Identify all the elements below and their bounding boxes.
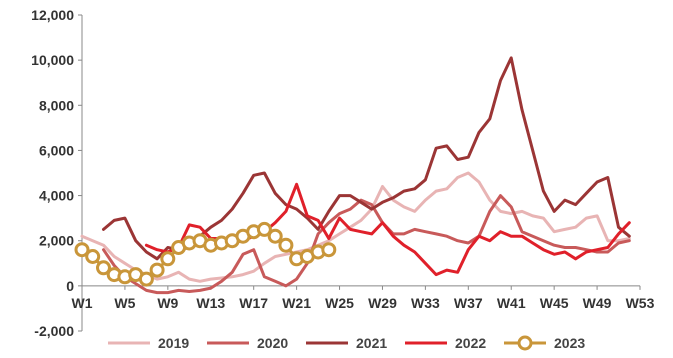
legend-label-2019: 2019 [158, 335, 189, 351]
legend-label-2020: 2020 [257, 335, 288, 351]
series-line-2019 [80, 171, 631, 283]
series-point-2023 [96, 260, 111, 276]
y-tick-label: 12,000 [31, 7, 74, 23]
legend-label-2022: 2022 [455, 335, 486, 351]
x-tick-label: W41 [497, 295, 526, 311]
x-tick-label: W33 [411, 295, 440, 311]
x-tick-label: W9 [157, 295, 178, 311]
x-tick-label: W25 [325, 295, 354, 311]
y-tick-label: 10,000 [31, 52, 74, 68]
y-tick-label: 6,000 [39, 142, 74, 158]
x-tick-label: W1 [72, 295, 93, 311]
series-point-2023 [267, 228, 283, 244]
x-tick-label: W45 [540, 295, 569, 311]
x-tick-label: W17 [239, 295, 268, 311]
legend-label-2021: 2021 [356, 335, 387, 351]
legend-marker-2023 [517, 335, 533, 351]
legend: 2019 2020 2021 2022 2023 [108, 335, 585, 351]
series-point-2023 [321, 242, 337, 258]
series-line-2020 [102, 194, 631, 295]
x-tick-label: W13 [196, 295, 225, 311]
series-point-2023 [74, 242, 90, 258]
series-point-2023 [160, 251, 176, 267]
legend-label-2023: 2023 [554, 335, 585, 351]
x-tick-label: W5 [114, 295, 135, 311]
series-point-2023 [85, 249, 101, 264]
x-tick-label: W29 [368, 295, 397, 311]
y-axis: 12,000 10,000 8,000 6,000 4,000 2,000 0 -2,000 [31, 7, 83, 339]
y-tick-label: 8,000 [39, 97, 74, 113]
series-point-2023 [149, 262, 165, 278]
x-tick-label: W53 [626, 295, 655, 311]
y-tick-label: 0 [66, 278, 74, 294]
series-lines [74, 56, 631, 295]
series-line-2022 [144, 182, 631, 277]
y-tick-label: -2,000 [34, 323, 74, 339]
x-axis: W1 W5 W9 W13 W17 W21 W25 W29 W33 W37 W41 W45 W49 W53 [72, 285, 655, 311]
series-point-2023 [138, 271, 154, 287]
x-tick-label: W37 [454, 295, 483, 311]
x-tick-label: W21 [282, 295, 311, 311]
y-tick-label: 2,000 [39, 233, 74, 249]
series-point-2023 [256, 221, 272, 237]
y-tick-label: 4,000 [39, 188, 74, 204]
x-tick-label: W49 [583, 295, 612, 311]
series-point-2023 [278, 237, 294, 253]
